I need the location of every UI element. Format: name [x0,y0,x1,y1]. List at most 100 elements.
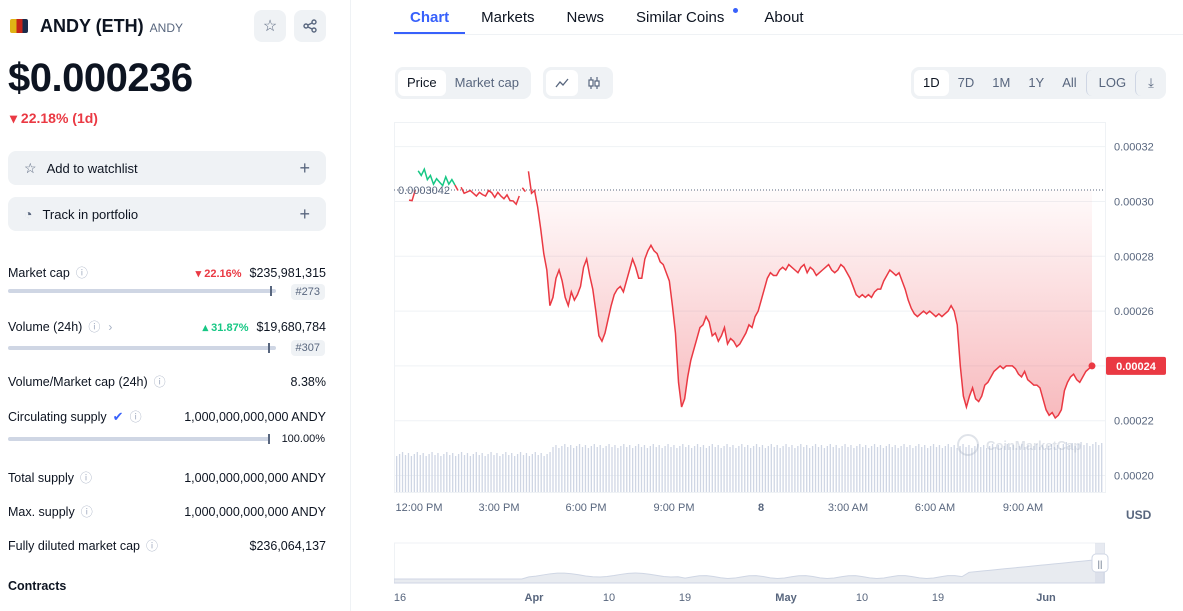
candlestick-icon[interactable] [578,70,610,96]
range-1m[interactable]: 1M [992,75,1011,90]
navigator-tick-label: 16 [394,592,406,604]
volume-bar [1080,442,1082,492]
volume-bar [744,447,746,492]
volume-bar [1056,445,1059,492]
volume-bar [862,447,864,492]
volume-bar [924,445,926,492]
volume-bar [800,444,802,492]
tab-chart[interactable]: Chart [394,0,466,34]
tab-news[interactable]: News [566,9,605,26]
x-tick-label: 8 [758,502,764,514]
track-portfolio-button[interactable]: ◔ Track in portfolio + [8,197,326,231]
volume-bar [596,447,598,492]
tab-similar-coins-label: Similar Coins [636,9,725,26]
volume-bar [431,452,433,492]
info-icon[interactable]: ⓘ [80,505,93,519]
range-all[interactable]: All [1062,75,1077,90]
navigator-tick-label: 10 [603,592,615,604]
info-icon[interactable]: ⓘ [153,375,166,389]
coin-sidebar: ANDY (ETH) ANDY ☆ $0.000236 ▾ 22.18% (1d… [0,0,351,611]
volume-bar [1092,444,1094,492]
share-button[interactable] [294,10,326,42]
volume-bar [676,448,678,492]
volume-bar [983,445,985,492]
volume-bar [1089,446,1091,492]
range-navigator[interactable]: || 16 Apr 10 19 May 10 19 Jun [394,542,1109,604]
market-cap-toggle[interactable]: Market cap [454,75,519,90]
volume-bar [991,444,994,492]
volume-bar [1074,446,1076,492]
volume-bar [670,447,672,492]
info-icon[interactable]: ⓘ [146,539,159,553]
tab-about[interactable]: About [764,9,804,26]
volume-bar [634,446,637,492]
add-to-watchlist-button[interactable]: ☆ Add to watchlist + [8,151,326,185]
volume-bar [761,445,764,492]
star-icon: ☆ [24,159,37,176]
volume-bar [906,447,908,492]
volume-bar [620,446,622,492]
chevron-right-icon[interactable]: › [108,319,113,334]
log-scale-toggle[interactable]: LOG [1085,70,1135,96]
volume-bar [953,445,955,492]
volume-bar [794,448,796,492]
circulating-label: Circulating supply [8,409,107,424]
volume-bar [1030,448,1032,492]
volume-bar [814,444,817,492]
volume-bar [546,454,548,492]
info-icon[interactable]: ⓘ [88,320,101,334]
volume-bar [472,454,474,492]
stat-market-cap: Market cap ⓘ ▾ 22.16% $235,981,315 [8,264,326,281]
range-1d[interactable]: 1D [914,70,949,96]
volume-bar [841,446,843,492]
tab-similar-coins[interactable]: Similar Coins [620,0,748,34]
volume-bar [691,448,693,492]
volume-bar [1098,445,1100,492]
volume-bar [413,454,415,492]
volume-bar [1083,445,1085,492]
volume-bar [838,448,840,492]
line-chart-icon[interactable] [546,70,578,96]
x-tick-label: 3:00 AM [828,502,868,514]
download-icon[interactable]: ⤓ [1135,70,1163,96]
y-tick-label: 0.00032 [1114,142,1154,154]
market-cap-rank: #273 [290,284,325,300]
volume-bar [977,444,979,492]
navigator-tick-label: 19 [679,592,691,604]
volume-bar [581,447,584,492]
volume-bar [811,446,814,492]
volume-bar [885,446,887,492]
volume-bar [702,445,705,492]
volume-label: Volume (24h) [8,319,83,334]
volume-bar [590,446,592,492]
price-toggle[interactable]: Price [398,70,446,96]
watchlist-star-button[interactable]: ☆ [254,10,286,42]
volume-bar [1012,445,1014,492]
stat-fdmc: Fully diluted market cap ⓘ $236,064,137 [8,537,326,554]
volume-bar [779,448,781,492]
volume-bar [997,445,1000,492]
volume-bar [894,445,896,492]
volume-bar [738,446,740,492]
price-change-1d: ▾ 22.18% (1d) [10,110,98,126]
volume-bar [514,456,516,492]
stat-total-supply: Total supply ⓘ 1,000,000,000,000 ANDY [8,469,326,486]
navigator-tick-label: May [775,592,797,604]
volume-bar [750,448,752,492]
info-icon[interactable]: ⓘ [80,471,93,485]
stat-max-supply: Max. supply ⓘ 1,000,000,000,000 ANDY [8,503,326,520]
handle-grip-icon: || [1098,559,1103,569]
volume-bar [747,445,749,492]
range-1y[interactable]: 1Y [1028,75,1045,90]
info-icon[interactable]: ⓘ [129,410,142,424]
volume-bar [693,446,696,492]
volume-bar [543,456,545,492]
range-7d[interactable]: 7D [957,75,975,90]
volume-bar [994,447,997,492]
volume-bar [410,456,413,492]
info-icon[interactable]: ⓘ [75,266,88,280]
volume-bar [876,447,879,492]
tab-markets[interactable]: Markets [481,9,535,26]
stat-vol-mcap: Volume/Market cap (24h) ⓘ 8.38% [8,373,326,390]
price-chart[interactable]: 0.0003042 0.000320.000300.000280.000260.… [394,122,1183,611]
